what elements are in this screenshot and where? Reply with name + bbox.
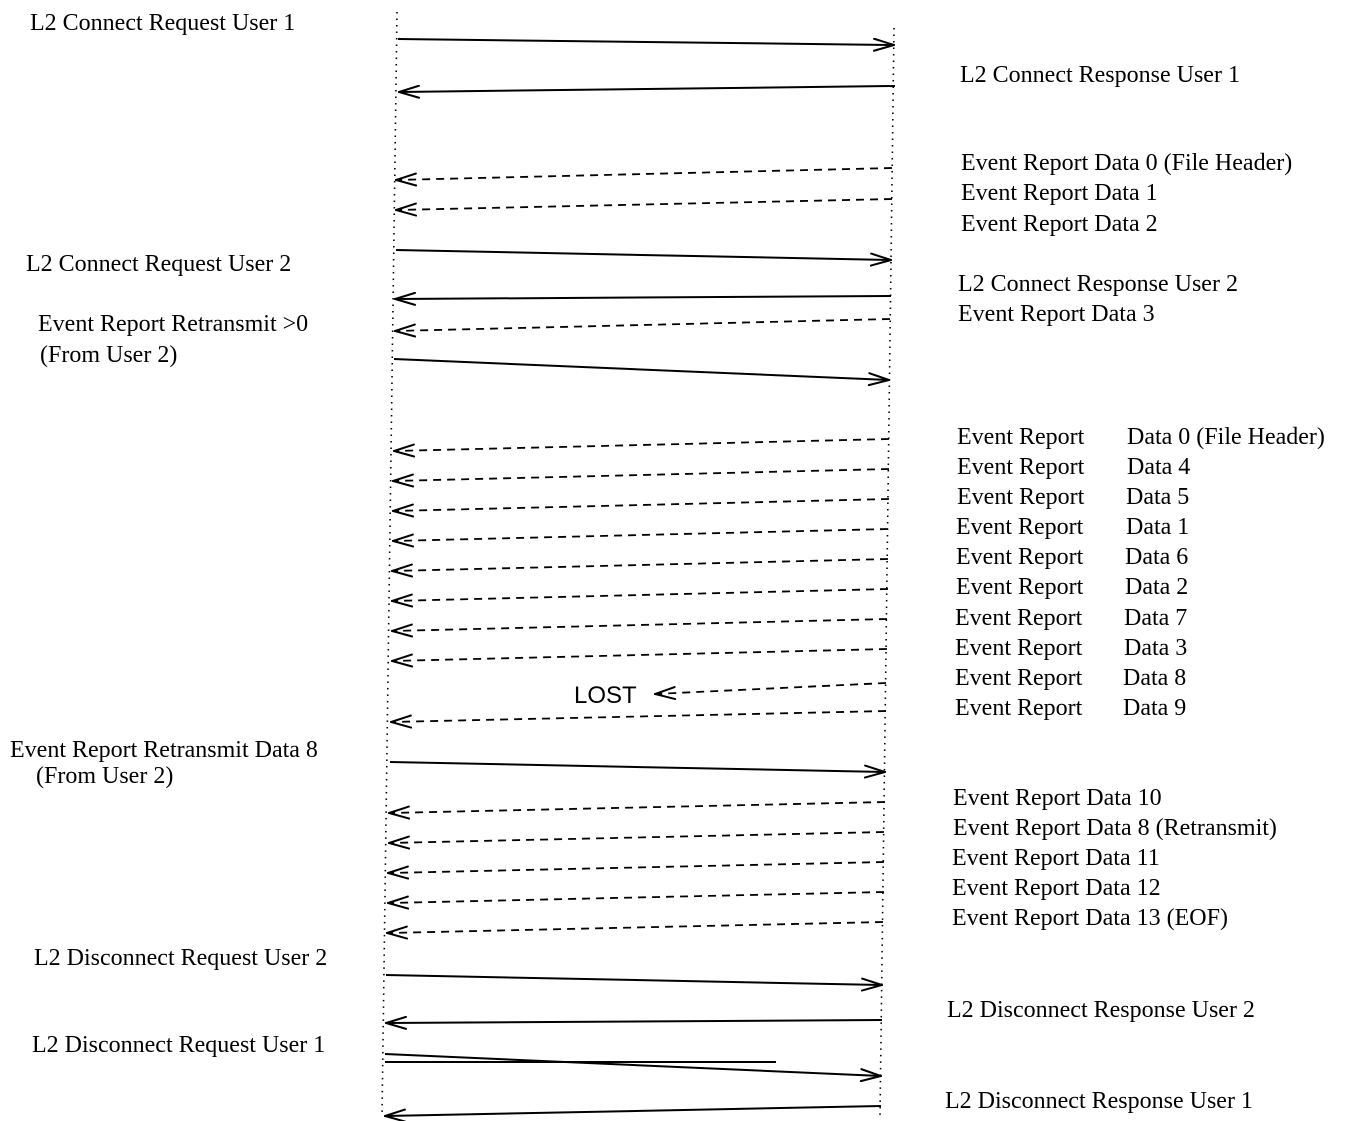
event-row-data: Data 3: [1124, 635, 1187, 661]
message-arrow: [391, 711, 886, 722]
event-row-prefix: Event Report: [955, 605, 1083, 631]
message-arrow: [398, 39, 894, 45]
left-labels: L2 Connect Request User 1 L2 Connect Req…: [10, 10, 327, 1058]
message-arrow: [393, 529, 888, 541]
message-arrow: [385, 1106, 881, 1116]
left-label: Event Report Retransmit >0: [38, 311, 308, 337]
message-arrow: [388, 862, 884, 873]
left-label: L2 Disconnect Request User 1: [32, 1032, 325, 1058]
message-arrow: [392, 619, 887, 631]
event-row-prefix: Event Report: [956, 544, 1084, 570]
left-label: L2 Connect Request User 2: [26, 251, 291, 277]
right-label: Event Report Data 13 (EOF): [952, 905, 1228, 931]
right-label: Event Report Data 3: [958, 301, 1155, 327]
message-arrow: [386, 1020, 882, 1023]
message-arrow: [389, 832, 884, 843]
right-label: L2 Disconnect Response User 2: [947, 997, 1255, 1023]
event-row-prefix: Event Report: [957, 424, 1085, 450]
lost-message-arrow: [655, 683, 886, 694]
lifelines: [382, 12, 894, 1116]
message-arrow: [399, 86, 895, 92]
message-arrow: [396, 250, 891, 260]
right-label: L2 Connect Response User 1: [960, 62, 1240, 88]
message-arrow: [393, 469, 889, 481]
event-row-data: Data 9: [1123, 695, 1186, 721]
event-row-data: Data 5: [1126, 484, 1189, 510]
right-lifeline: [880, 28, 894, 1116]
event-row-data: Data 1: [1126, 514, 1189, 540]
event-row-data: Data 6: [1125, 544, 1188, 570]
right-label: Event Report Data 8 (Retransmit): [953, 815, 1277, 841]
event-row-data: Data 0 (File Header): [1127, 424, 1325, 450]
message-arrow: [392, 649, 887, 661]
left-label: L2 Connect Request User 1: [30, 10, 295, 36]
message-arrow: [396, 199, 892, 210]
messages: [385, 39, 895, 1116]
left-label: (From User 2): [40, 342, 177, 368]
message-arrow: [385, 1054, 881, 1076]
message-arrow: [392, 559, 888, 571]
event-report-rows: Event Report Data 0 (File Header) Event …: [955, 424, 1325, 721]
right-label: L2 Disconnect Response User 1: [945, 1088, 1253, 1114]
event-row-prefix: Event Report: [955, 635, 1083, 661]
message-arrow: [394, 439, 889, 451]
left-label: Event Report Retransmit Data 8: [10, 737, 318, 763]
message-arrow: [387, 922, 883, 933]
message-arrow: [386, 975, 882, 985]
right-label: Event Report Data 12: [952, 875, 1161, 901]
event-row-prefix: Event Report: [957, 484, 1085, 510]
event-row-data: Data 7: [1124, 605, 1187, 631]
right-label: Event Report Data 11: [952, 845, 1160, 871]
lost-label: LOST: [574, 682, 637, 709]
event-row-prefix: Event Report: [956, 574, 1084, 600]
event-row-prefix: Event Report: [955, 665, 1083, 691]
message-arrow: [394, 359, 889, 380]
left-label: L2 Disconnect Request User 2: [34, 945, 327, 971]
event-row-data: Data 2: [1125, 574, 1188, 600]
message-arrow: [388, 892, 884, 903]
right-label: Event Report Data 1: [961, 180, 1158, 206]
message-arrow: [396, 168, 892, 180]
left-label: (From User 2): [36, 763, 173, 789]
right-label: Event Report Data 2: [961, 211, 1158, 237]
event-row-prefix: Event Report: [957, 454, 1085, 480]
right-label: L2 Connect Response User 2: [958, 271, 1238, 297]
event-row-data: Data 8: [1123, 665, 1186, 691]
event-row-prefix: Event Report: [956, 514, 1084, 540]
right-label: Event Report Data 10: [953, 785, 1162, 811]
left-lifeline: [382, 12, 397, 1116]
message-arrow: [395, 319, 890, 331]
right-label: Event Report Data 0 (File Header): [961, 150, 1292, 176]
message-arrow: [395, 296, 891, 299]
event-row-prefix: Event Report: [955, 695, 1083, 721]
message-arrow: [393, 499, 889, 511]
message-arrow: [389, 802, 885, 813]
message-arrow: [392, 589, 888, 601]
event-row-data: Data 4: [1127, 454, 1190, 480]
message-arrow: [390, 762, 885, 772]
